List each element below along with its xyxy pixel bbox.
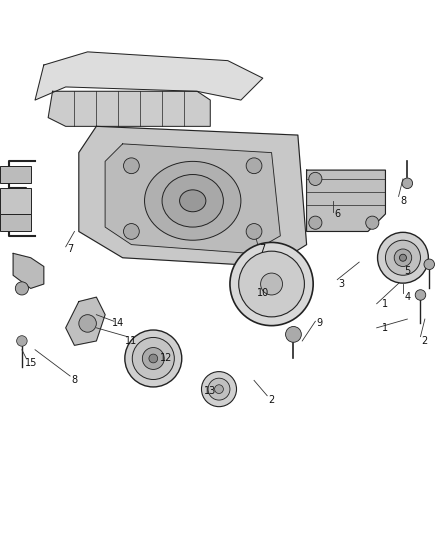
Circle shape [124,158,139,174]
Circle shape [201,372,237,407]
Circle shape [142,348,164,369]
Bar [0,214,31,231]
Ellipse shape [180,190,206,212]
Circle shape [424,259,434,270]
Circle shape [125,330,182,387]
Circle shape [230,243,313,326]
Ellipse shape [162,174,223,227]
Circle shape [17,336,27,346]
Circle shape [79,314,96,332]
Circle shape [402,178,413,189]
Circle shape [132,337,174,379]
Bar [0,166,31,183]
Circle shape [239,251,304,317]
Text: 10: 10 [257,288,269,298]
Polygon shape [13,253,44,288]
Circle shape [124,223,139,239]
Polygon shape [35,52,263,100]
Ellipse shape [145,161,241,240]
Text: 5: 5 [404,266,410,276]
Circle shape [366,216,379,229]
Polygon shape [66,297,105,345]
Circle shape [15,282,28,295]
Circle shape [415,290,426,300]
Text: 13: 13 [204,386,216,397]
Text: 2: 2 [268,395,275,405]
Text: 8: 8 [71,375,78,385]
Text: 11: 11 [125,336,138,346]
Circle shape [261,273,283,295]
Circle shape [246,158,262,174]
Text: 4: 4 [404,292,410,302]
Circle shape [286,327,301,342]
Circle shape [149,354,158,363]
Circle shape [399,254,406,261]
Circle shape [309,172,322,185]
Circle shape [246,223,262,239]
Circle shape [385,240,420,275]
Circle shape [215,385,223,393]
Polygon shape [79,126,307,266]
Circle shape [208,378,230,400]
Polygon shape [105,144,280,253]
Text: 2: 2 [422,336,428,346]
Polygon shape [48,91,210,126]
Text: 15: 15 [25,358,37,368]
Text: 1: 1 [382,298,389,309]
Text: 7: 7 [260,244,266,254]
Circle shape [394,249,412,266]
Text: 9: 9 [317,318,323,328]
Text: 14: 14 [112,318,124,328]
Text: 7: 7 [67,244,73,254]
Text: 6: 6 [334,209,340,219]
Circle shape [378,232,428,283]
Text: 3: 3 [339,279,345,289]
Text: 8: 8 [400,196,406,206]
Text: 1: 1 [382,323,389,333]
Circle shape [309,216,322,229]
Polygon shape [307,170,385,231]
Text: 12: 12 [160,353,173,364]
Bar [0,188,31,214]
